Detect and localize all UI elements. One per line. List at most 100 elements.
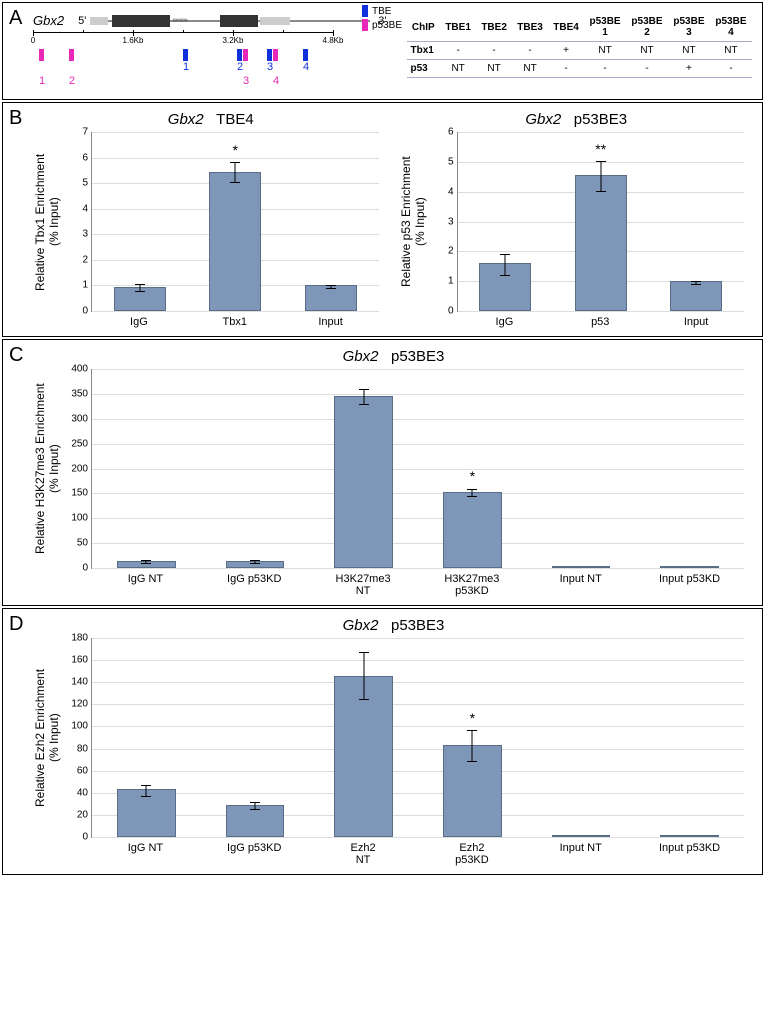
chip-cell: NT [626, 42, 668, 60]
panel-c: C Gbx2 p53BE3Relative H3K27me3 Enrichmen… [2, 339, 763, 606]
gene-scale: 01.6Kb3.2Kb4.8Kb [33, 32, 333, 47]
y-tick: 3 [82, 229, 92, 240]
y-tick: 300 [71, 413, 92, 424]
error-bar [139, 284, 140, 292]
x-label: Ezh2NT [309, 842, 418, 866]
significance-star: ** [595, 141, 606, 157]
y-tick: 2 [448, 246, 458, 257]
error-bar [505, 254, 506, 275]
y-tick: 180 [71, 633, 92, 644]
y-axis-label: Relative Tbx1 Enrichment(% Input) [33, 132, 61, 312]
tbe-num: 2 [237, 61, 243, 73]
x-label: H3K27me3p53KD [417, 573, 526, 597]
error-bar [146, 785, 147, 796]
chip-cell: - [710, 60, 752, 78]
x-label: IgG p53KD [200, 842, 309, 866]
x-label: Input [648, 316, 744, 328]
y-tick: 0 [82, 306, 92, 317]
x-label: IgG NT [91, 842, 200, 866]
y-tick: 0 [448, 306, 458, 317]
y-axis-label: Relative Ezh2 Enrichment(% Input) [33, 638, 61, 838]
gene-name: Gbx2 [33, 13, 64, 28]
tbe-legend-label: TBE [372, 6, 391, 17]
chip-header: TBE2 [476, 13, 512, 42]
y-tick: 4 [448, 186, 458, 197]
plot-area: 020406080100120140160180* [91, 638, 744, 838]
chip-header: TBE4 [548, 13, 584, 42]
y-tick: 1 [448, 276, 458, 287]
y-tick: 40 [77, 787, 92, 798]
panel-a-label: A [9, 7, 22, 30]
plot-area: 01234567* [91, 132, 379, 312]
chip-header: ChIP [407, 13, 441, 42]
panel-b-left: Gbx2 TBE4Relative Tbx1 Enrichment(% Inpu… [33, 111, 389, 328]
chip-row-label: Tbx1 [407, 42, 441, 60]
x-label: Input NT [526, 573, 635, 597]
bar [660, 835, 719, 837]
p53be-num: 1 [39, 75, 45, 87]
five-prime: 5' [78, 15, 86, 27]
y-tick: 400 [71, 364, 92, 375]
scale-label: 4.8Kb [323, 36, 344, 45]
x-label: IgG [457, 316, 553, 328]
tbe-mark [267, 49, 272, 61]
y-tick: 140 [71, 677, 92, 688]
chip-header: p53BE2 [626, 13, 668, 42]
panel-a-legend: TBE p53BE [362, 5, 402, 33]
p53be-num: 2 [69, 75, 75, 87]
p53be-num: 4 [273, 75, 279, 87]
y-tick: 100 [71, 513, 92, 524]
y-tick: 100 [71, 721, 92, 732]
y-tick: 160 [71, 655, 92, 666]
tbe-mark [303, 49, 308, 61]
y-axis-label: Relative p53 Enrichment(% Input) [399, 132, 427, 312]
p53be-mark [69, 49, 74, 61]
chip-header: p53BE1 [584, 13, 626, 42]
y-axis-label: Relative H3K27me3 Enrichment(% Input) [33, 369, 61, 569]
p53be-mark [243, 49, 248, 61]
panel-d-label: D [9, 613, 23, 636]
p53be-legend-box [362, 19, 368, 31]
tbe-num: 1 [183, 61, 189, 73]
error-bar [363, 652, 364, 699]
chip-cell: NT [440, 60, 476, 78]
y-tick: 200 [71, 463, 92, 474]
chip-cell: - [440, 42, 476, 60]
panel-b-right: Gbx2 p53BE3Relative p53 Enrichment(% Inp… [399, 111, 755, 328]
error-bar [472, 730, 473, 761]
binding-sites: 12341234 [33, 49, 333, 89]
x-label: Ezh2p53KD [417, 842, 526, 866]
bar [575, 175, 627, 311]
plot-area: 0123456** [457, 132, 745, 312]
bar [670, 281, 722, 311]
y-tick: 7 [82, 127, 92, 138]
error-bar [235, 162, 236, 183]
gene-structure: ››››››››››› [90, 15, 370, 27]
chip-cell: NT [710, 42, 752, 60]
y-tick: 1 [82, 280, 92, 291]
significance-star: * [233, 142, 238, 158]
chip-header: TBE3 [512, 13, 548, 42]
chart-title: Gbx2 p53BE3 [33, 617, 754, 634]
x-label: H3K27me3NT [309, 573, 418, 597]
y-tick: 6 [448, 127, 458, 138]
panel-d-chart: Gbx2 p53BE3 Relative Ezh2 Enrichment(% In… [33, 617, 754, 866]
chip-cell: NT [512, 60, 548, 78]
x-label: Tbx1 [187, 316, 283, 328]
y-tick: 350 [71, 388, 92, 399]
y-tick: 20 [77, 809, 92, 820]
y-tick: 50 [77, 538, 92, 549]
x-label: p53 [552, 316, 648, 328]
chip-cell: - [512, 42, 548, 60]
y-tick: 4 [82, 203, 92, 214]
error-bar [363, 389, 364, 404]
x-label: Input [283, 316, 379, 328]
bar [552, 566, 611, 568]
x-label: Input p53KD [635, 573, 744, 597]
p53be-num: 3 [243, 75, 249, 87]
x-label: IgG NT [91, 573, 200, 597]
chart-title: Gbx2 p53BE3 [33, 348, 754, 365]
y-tick: 150 [71, 488, 92, 499]
bar [552, 835, 611, 837]
panel-a: A Gbx2 5' ››››››››››› 3' 01.6Kb3.2Kb4.8K… [2, 2, 763, 100]
